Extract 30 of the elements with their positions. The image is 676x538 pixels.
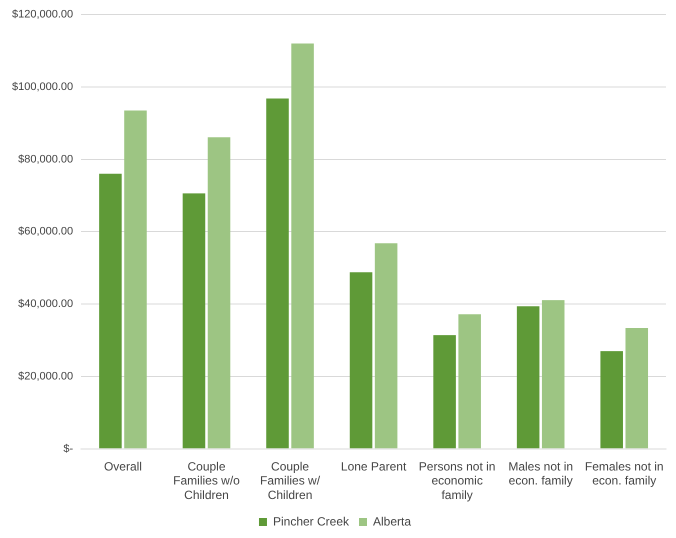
x-tick-label: Lone Parent (340, 459, 407, 474)
legend-label: Alberta (373, 514, 412, 528)
x-tick-label: Persons not in economic family (418, 459, 496, 502)
y-tick-label: $60,000.00 (18, 226, 74, 238)
bar (182, 193, 206, 448)
x-tick-label: Couple Families w/o Children (173, 459, 240, 502)
bar (516, 306, 540, 448)
y-tick-label: $80,000.00 (18, 153, 74, 166)
y-tick-label: $120,000.00 (12, 8, 74, 21)
bar (266, 98, 289, 448)
bar (208, 137, 230, 448)
x-tick-label: Overall (104, 459, 142, 474)
bar (433, 335, 456, 448)
bar (99, 174, 122, 448)
bar (458, 314, 481, 448)
legend-label: Pincher Creek (272, 514, 350, 528)
bar (600, 351, 623, 448)
bar (625, 328, 648, 448)
bar (291, 44, 314, 448)
y-tick-label: $40,000.00 (18, 298, 74, 310)
y-tick-label: $100,000.00 (12, 81, 74, 93)
x-tick-label: Males not in econ. family (508, 459, 574, 488)
x-tick-label: Females not in econ. family (584, 459, 664, 488)
y-tick-label: $20,000.00 (18, 370, 74, 382)
x-tick-label: Couple Families w/ Children (260, 459, 321, 502)
y-tick-label: $- (63, 442, 74, 455)
bar (124, 110, 147, 448)
bar (350, 272, 372, 448)
bar (374, 243, 398, 448)
bar (542, 300, 564, 448)
